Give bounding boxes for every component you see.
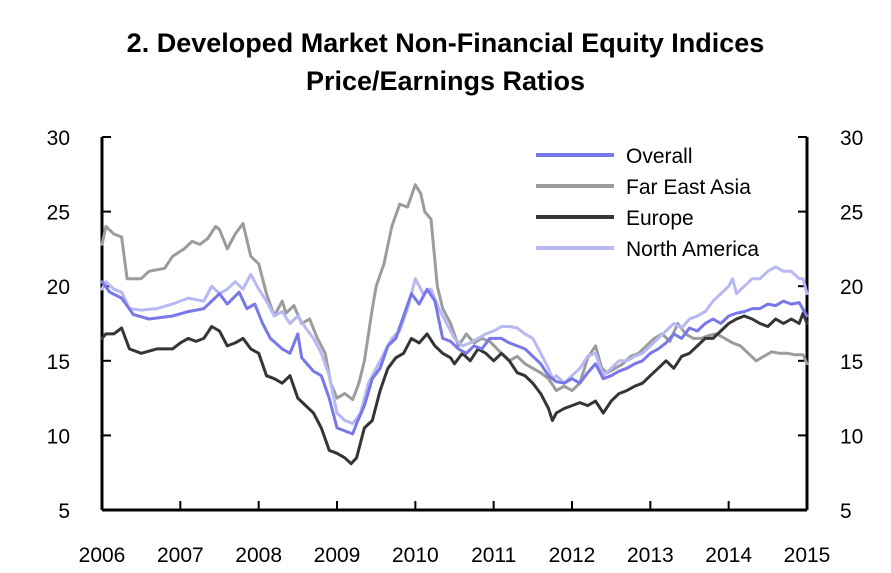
y-tick-label-right: 5 [840,500,852,523]
y-tick-label-right: 30 [840,127,863,150]
y-tick-label-left: 5 [58,500,70,523]
x-tick-label: 2011 [471,544,516,567]
series-lines [100,183,809,466]
x-tick-label: 2007 [157,544,204,567]
x-tick-label: 2006 [79,544,126,567]
legend-label-north-america: North America [626,238,759,261]
y-tick-label-right: 15 [840,351,863,374]
x-tick-label: 2013 [627,544,674,567]
y-tick-label-left: 25 [47,202,70,225]
series-line-north-america [100,265,809,425]
chart-subtitle: Price/Earnings Ratios [305,66,586,96]
x-tick-label: 2010 [392,544,439,567]
y-tick-label-right: 20 [840,276,863,299]
legend-label-overall: Overall [626,145,693,168]
legend-label-europe: Europe [626,207,694,230]
x-tick-label: 2009 [314,544,361,567]
x-tick-label: 2015 [784,544,831,567]
x-tick-label: 2008 [235,544,282,567]
y-tick-label-right: 25 [840,202,863,225]
series-line-far-east-asia [100,183,809,402]
y-tick-label-left: 15 [47,351,70,374]
x-tick-label: 2014 [705,544,752,567]
y-tick-label-right: 10 [840,425,863,448]
y-tick-label-left: 20 [47,276,70,299]
legend-label-far-east-asia: Far East Asia [626,176,751,199]
x-tick-label: 2012 [549,544,596,567]
legend: Overall Far East Asia Europe North America [536,145,759,261]
y-tick-label-left: 10 [47,425,70,448]
series-line-overall [100,280,809,436]
y-tick-label-left: 30 [47,127,70,150]
series-line-europe [100,311,809,466]
chart-title: 2. Developed Market Non-Financial Equity… [126,28,765,58]
